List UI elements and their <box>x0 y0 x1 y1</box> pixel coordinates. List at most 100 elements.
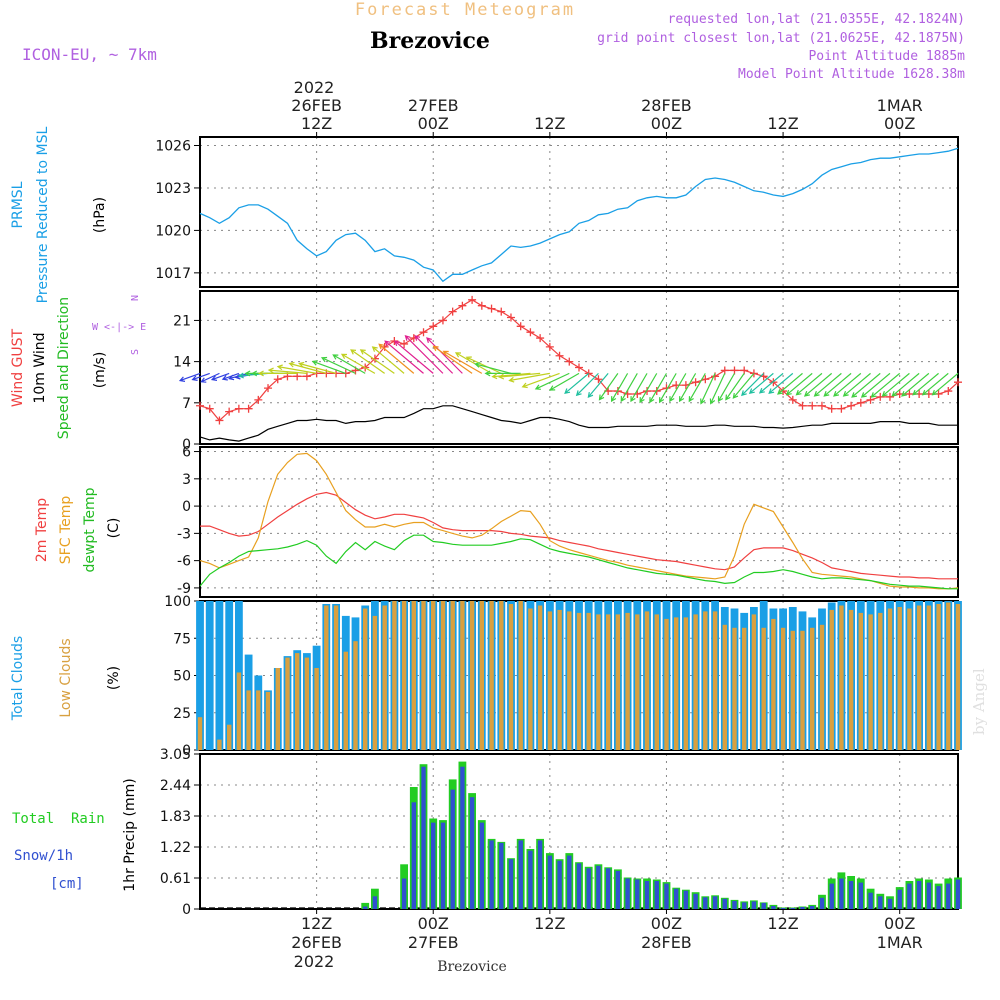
gust-point <box>740 366 749 375</box>
snow-bar <box>654 881 659 909</box>
wind-arrow <box>534 372 570 390</box>
wind-arrow <box>610 373 629 403</box>
low-cloud-bar <box>761 627 766 750</box>
snow-bar <box>907 883 912 909</box>
gust-point <box>264 384 273 393</box>
gust-point <box>885 392 894 401</box>
wind-arrow <box>639 373 658 404</box>
snow-bar <box>800 907 805 909</box>
snow-bar <box>557 860 562 909</box>
model-name: ICON-EU, ~ 7km <box>22 45 157 64</box>
wind-arrow <box>842 372 871 397</box>
low-cloud-bar <box>246 690 251 750</box>
low-cloud-bar <box>557 609 562 750</box>
low-cloud-bar <box>907 608 912 750</box>
low-cloud-bar <box>265 691 271 750</box>
snow-bar <box>683 890 689 909</box>
wind-arrow <box>649 373 667 404</box>
wind-arrow <box>442 350 483 374</box>
low-cloud-bar <box>576 612 582 750</box>
model-altitude: Model Point Altitude 1628.38m <box>738 67 965 82</box>
gust-point <box>808 401 817 410</box>
precip-bars <box>200 761 962 909</box>
low-cloud-bar <box>868 614 873 750</box>
gust-point <box>905 389 914 398</box>
low-cloud-bar <box>275 668 280 750</box>
snow-bar <box>489 840 494 909</box>
wind-arrow <box>725 373 745 401</box>
snow-bar <box>868 892 873 909</box>
wind-arrow <box>498 372 541 380</box>
wind-arrow <box>851 372 881 398</box>
low-cloud-bar <box>878 612 883 750</box>
low-cloud-bar <box>771 618 776 750</box>
ytick-label: 14 <box>173 355 191 371</box>
gust-point <box>438 316 447 325</box>
snow-bar <box>703 897 708 909</box>
snow-bar <box>450 789 455 909</box>
gust-point <box>555 351 564 360</box>
low-cloud-bar <box>819 624 825 750</box>
ytick-label: 100 <box>164 594 191 610</box>
snow-bar <box>926 882 932 909</box>
snow-bar <box>499 842 504 909</box>
gust-point <box>837 404 846 413</box>
temp-frame <box>199 446 959 598</box>
low-cloud-bar <box>635 614 640 750</box>
snow-bar <box>537 840 543 909</box>
pressure-desc-label: Pressure Reduced to MSL <box>35 126 51 303</box>
ytick-label: 1017 <box>155 266 191 282</box>
total-rain-label: Total Rain <box>12 811 105 827</box>
bottom-date-label: 27FEB <box>408 933 459 952</box>
wind-arrow <box>931 372 959 396</box>
snow-bar <box>567 855 572 909</box>
snow-bar <box>664 883 669 909</box>
low-cloud-bar <box>547 611 553 750</box>
snow-bar <box>644 881 650 909</box>
wind-arrow <box>795 372 823 396</box>
snow-bar <box>547 855 553 909</box>
wind-arrow <box>298 361 337 374</box>
low-cloud-bar <box>897 607 902 750</box>
bottom-hour-label: 00Z <box>884 914 915 933</box>
snow-bar <box>576 863 582 909</box>
top-hour-label: 00Z <box>884 114 915 133</box>
sfc-temp-line <box>199 452 959 590</box>
wind-arrow <box>267 367 307 374</box>
snow-bar <box>508 859 514 909</box>
snow-bar <box>440 822 446 909</box>
low-cloud-bar <box>955 604 961 750</box>
top-hour-label: 00Z <box>651 114 682 133</box>
snow-bar <box>780 908 786 909</box>
low-cloud-bar <box>742 627 747 750</box>
gust-point <box>691 378 700 387</box>
gust-label: Wind GUST <box>10 328 26 407</box>
ytick-label: 1.22 <box>160 840 191 856</box>
low-cloud-bar <box>654 614 659 750</box>
snow-bar <box>615 870 621 909</box>
gust-point <box>419 328 428 337</box>
station-title: Brezovice <box>370 28 490 54</box>
gust-point <box>779 387 788 396</box>
total-cloud-bar <box>196 601 204 750</box>
point-altitude: Point Altitude 1885m <box>808 49 965 64</box>
sfc-label: SFC Temp <box>58 496 74 565</box>
wind-arrow <box>620 373 638 403</box>
snow-bar <box>479 822 484 909</box>
wind-arrow <box>741 372 765 397</box>
ytick-label: 1.83 <box>160 809 191 825</box>
temp-panel: -9 -6 -3 0 3 6 <box>177 445 959 598</box>
gust-point <box>215 416 224 425</box>
snow-bar <box>460 766 465 909</box>
gust-point <box>273 375 282 384</box>
low-clouds-label: Low Clouds <box>58 638 74 717</box>
gust-point <box>400 339 409 348</box>
snow-bar <box>761 902 766 909</box>
ytick-label: 3.05 <box>160 747 191 763</box>
snow-bar <box>469 797 475 909</box>
gust-point <box>536 334 545 343</box>
gust-point <box>487 304 496 313</box>
snow-bar <box>732 900 737 909</box>
